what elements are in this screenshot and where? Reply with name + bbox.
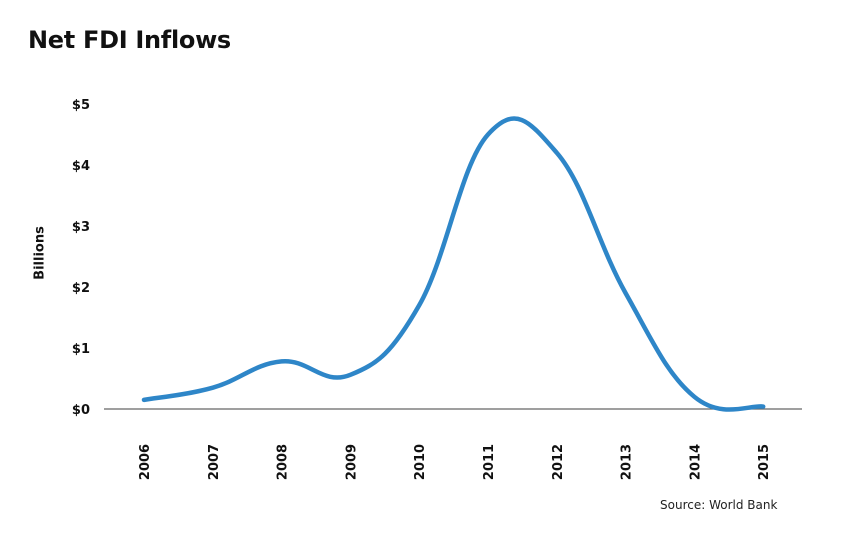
x-tick-label: 2009 (344, 444, 359, 480)
x-tick-label: 2012 (551, 444, 566, 480)
y-tick-label: $4 (72, 159, 90, 174)
x-tick-label: 2015 (757, 444, 772, 480)
x-tick-label: 2014 (688, 444, 703, 480)
x-tick-label: 2011 (482, 444, 497, 480)
y-tick-label: $5 (72, 98, 90, 113)
y-tick-label: $2 (72, 281, 90, 296)
x-tick-label: 2007 (207, 444, 222, 480)
y-tick-label: $3 (72, 220, 90, 235)
chart-title: Net FDI Inflows (28, 26, 231, 54)
series-line (141, 116, 766, 412)
source-note: Source: World Bank (660, 498, 778, 512)
x-tick-label: 2008 (276, 444, 291, 480)
x-tick-label: 2006 (138, 444, 153, 480)
x-tick-label: 2013 (620, 444, 635, 480)
y-tick-label: $1 (72, 342, 90, 357)
y-tick-label: $0 (72, 403, 90, 418)
x-tick-label: 2010 (413, 444, 428, 480)
